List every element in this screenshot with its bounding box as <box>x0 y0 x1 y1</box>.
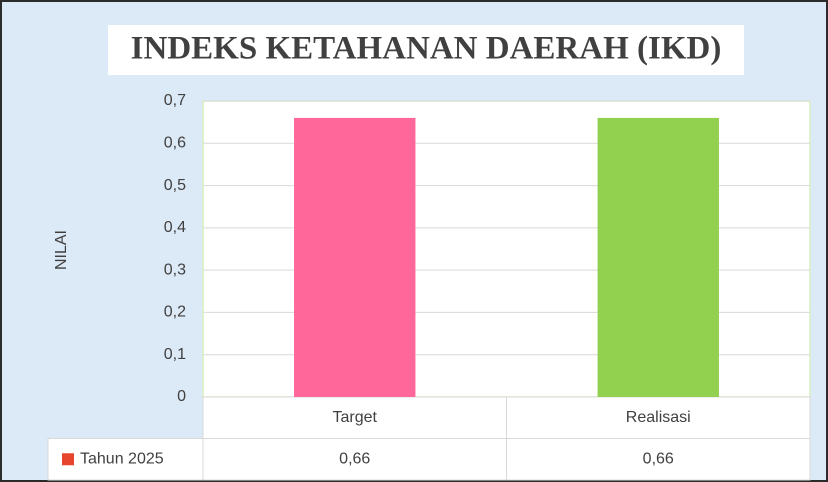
x-tick-label: Realisasi <box>626 409 691 426</box>
y-tick-label: 0,6 <box>164 135 186 152</box>
x-tick-label: Target <box>333 409 378 426</box>
y-tick-label: 0 <box>177 388 186 405</box>
bar <box>294 117 416 398</box>
y-tick-label: 0,3 <box>164 261 186 278</box>
chart-title: INDEKS KETAHANAN DAERAH (IKD) <box>131 31 722 67</box>
y-tick-label: 0,4 <box>164 219 186 236</box>
y-axis-label: NILAI <box>53 230 70 270</box>
data-label: 0,66 <box>643 450 674 467</box>
y-tick-label: 0,7 <box>164 92 186 109</box>
y-tick-label: 0,5 <box>164 177 186 194</box>
y-tick-label: 0,2 <box>164 304 186 321</box>
data-label: 0,66 <box>339 450 370 467</box>
legend-label: Tahun 2025 <box>80 450 164 467</box>
y-tick-label: 0,1 <box>164 346 186 363</box>
table-data-row <box>47 438 811 481</box>
bar <box>597 117 719 398</box>
legend-swatch <box>62 453 74 466</box>
title-box <box>108 25 744 75</box>
